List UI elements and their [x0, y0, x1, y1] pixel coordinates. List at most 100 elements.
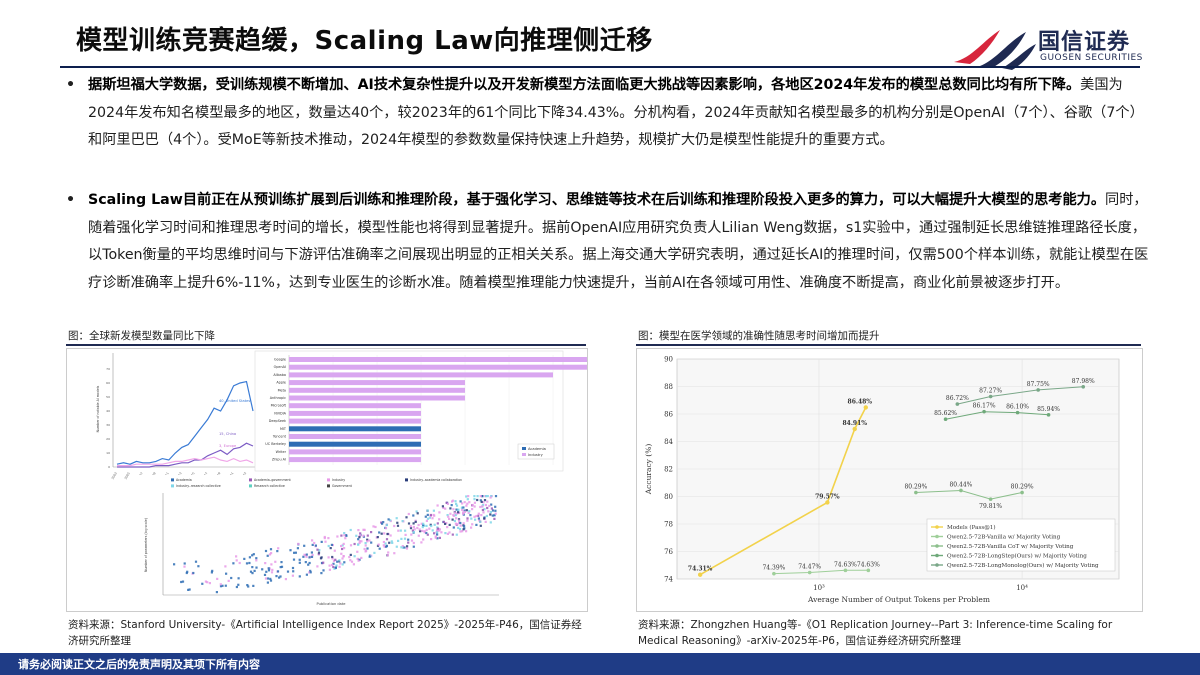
- scatter-point: [342, 555, 345, 558]
- scatter-point: [444, 522, 447, 525]
- scatter-point: [449, 507, 452, 510]
- scatter-point: [444, 507, 447, 510]
- scatter-point: [235, 555, 238, 558]
- scatter-point: [412, 530, 415, 534]
- scatter-point: [275, 575, 278, 578]
- right-source-note: 资料来源：Zhongzhen Huang等-《O1 Replication Jo…: [638, 619, 1113, 647]
- scatter-point: [364, 542, 367, 545]
- scatter-point: [382, 540, 385, 544]
- accuracy-point: [843, 568, 848, 573]
- bar-label: OpenAI: [274, 365, 286, 369]
- scatter-legend-swatch: [249, 484, 252, 488]
- scatter-point: [224, 584, 227, 587]
- scatter-point: [181, 580, 185, 583]
- scatter-point: [422, 538, 425, 541]
- scatter-point: [225, 572, 228, 575]
- accuracy-point: [988, 394, 993, 399]
- scatter-point: [412, 522, 415, 525]
- scatter-point: [278, 576, 281, 579]
- scatter-point: [246, 584, 249, 587]
- scatter-point: [215, 591, 218, 594]
- annotation-china: 15, China: [219, 432, 236, 436]
- scatter-point: [393, 524, 396, 528]
- accuracy-series-line: [945, 411, 1049, 420]
- scatter-point: [420, 541, 423, 544]
- bar-label: Alibaba: [273, 373, 286, 377]
- scatter-point: [463, 525, 466, 528]
- scatter-point: [322, 561, 325, 564]
- scatter-point: [473, 505, 476, 508]
- scatter-point: [332, 562, 335, 565]
- scatter-point: [491, 509, 495, 512]
- region-chart-ytick: 40: [106, 409, 110, 413]
- scatter-point: [230, 576, 233, 580]
- right-legend-marker: [935, 553, 939, 558]
- scatter-point: [483, 499, 487, 502]
- scatter-point: [378, 531, 381, 534]
- scatter-point: [227, 579, 230, 582]
- industry-bar: [289, 449, 421, 455]
- scatter-point: [324, 540, 327, 543]
- scatter-point: [340, 544, 343, 548]
- scatter-point: [459, 524, 462, 527]
- scatter-point: [469, 514, 472, 517]
- region-chart-ytick: 60: [106, 381, 110, 385]
- scatter-legend-swatch: [171, 484, 174, 488]
- scatter-point: [341, 547, 344, 551]
- scatter-point: [397, 529, 400, 532]
- scatter-point: [441, 505, 444, 508]
- scatter-point: [382, 521, 385, 524]
- scatter-point: [458, 521, 461, 524]
- scatter-point: [436, 527, 439, 530]
- scatter-point: [238, 561, 241, 565]
- scatter-point: [269, 579, 273, 582]
- scatter-point: [333, 567, 336, 570]
- scatter-point: [401, 546, 405, 549]
- right-chart-ytick: 78: [664, 521, 673, 529]
- scatter-point: [455, 508, 458, 511]
- scatter-point: [201, 582, 204, 585]
- scatter-point: [336, 560, 339, 563]
- region-chart-ylabel: Number of notable AI models: [96, 385, 100, 432]
- accuracy-data-label: 87.75%: [1027, 381, 1050, 388]
- scatter-point: [403, 537, 407, 540]
- scatter-point: [348, 556, 351, 559]
- right-legend-marker: [935, 534, 939, 539]
- scatter-point: [407, 522, 411, 525]
- accuracy-point: [1020, 490, 1024, 495]
- scatter-point: [493, 514, 496, 517]
- accuracy-data-label: 87.27%: [979, 388, 1002, 395]
- scatter-point: [390, 540, 393, 543]
- right-legend-label: Qwen2.5-72B-LongMonolog(Ours) w/ Majorit…: [947, 562, 1099, 569]
- scatter-point: [471, 523, 474, 526]
- right-chart-ytick: 88: [664, 383, 673, 391]
- bar-label: MIT: [280, 427, 287, 431]
- scatter-legend-label: Research collective: [254, 484, 285, 488]
- scatter-point: [276, 570, 280, 573]
- accuracy-series-line: [915, 489, 1023, 500]
- scatter-point: [270, 563, 273, 566]
- scatter-point: [173, 563, 176, 566]
- right-chart-ylabel: Accuracy (%): [644, 444, 653, 496]
- scatter-point: [489, 511, 492, 514]
- accuracy-data-label: 86.17%: [973, 403, 996, 410]
- scatter-point: [409, 527, 413, 530]
- region-chart-ytick: 0: [108, 465, 110, 469]
- scatter-point: [458, 528, 462, 531]
- scatter-point: [358, 541, 361, 544]
- scatter-point: [206, 581, 209, 584]
- right-chart-ytick: 90: [664, 356, 673, 364]
- bullet-paragraph-1: • 据斯坦福大学数据，受训练规模不断增加、AI技术复杂性提升以及开发新模型方法面…: [66, 72, 1156, 155]
- scatter-point: [338, 559, 341, 562]
- scatter-legend-label: Industry–research collective: [176, 484, 221, 488]
- scatter-point: [384, 527, 388, 530]
- accuracy-data-label: 74.63%: [857, 561, 880, 568]
- scatter-point: [303, 553, 306, 556]
- scatter-point: [232, 562, 235, 565]
- scatter-point: [364, 550, 367, 553]
- accuracy-data-label: 79.57%: [815, 493, 840, 500]
- scatter-point: [391, 541, 394, 544]
- scatter-point: [188, 588, 191, 591]
- scatter-point: [224, 565, 227, 568]
- scatter-point: [451, 499, 455, 502]
